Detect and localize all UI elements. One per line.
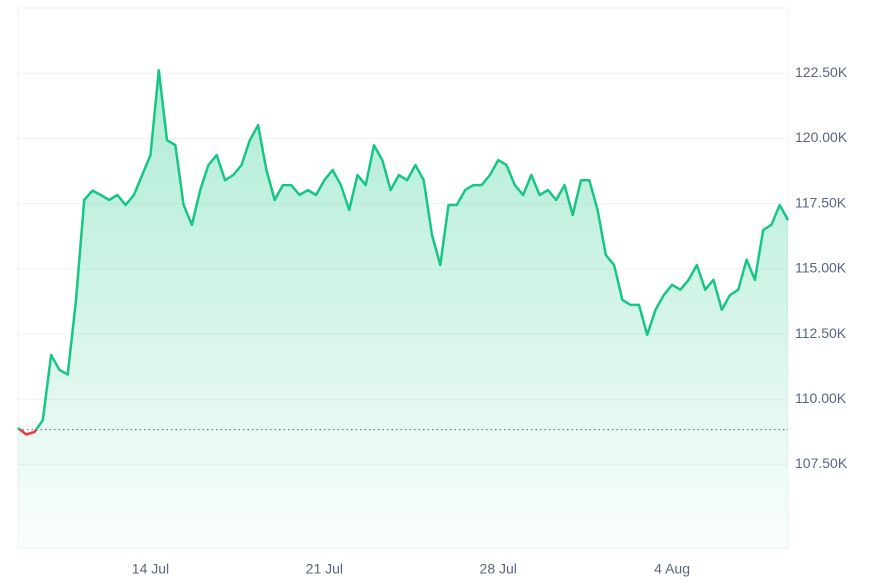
x-tick-label: 4 Aug [654, 561, 690, 577]
y-tick-label: 120.00K [795, 129, 848, 145]
y-tick-label: 122.50K [795, 64, 848, 80]
y-tick-label: 117.50K [795, 194, 847, 210]
y-tick-label: 112.50K [795, 325, 847, 341]
x-tick-label: 14 Jul [132, 561, 169, 577]
price-line [17, 69, 790, 436]
y-tick-label: 107.50K [795, 455, 848, 471]
price-area [18, 70, 788, 549]
y-tick-label: 115.00K [795, 260, 847, 276]
y-tick-label: 110.00K [795, 390, 847, 406]
x-tick-label: 21 Jul [306, 561, 343, 577]
x-tick-label: 28 Jul [480, 561, 517, 577]
